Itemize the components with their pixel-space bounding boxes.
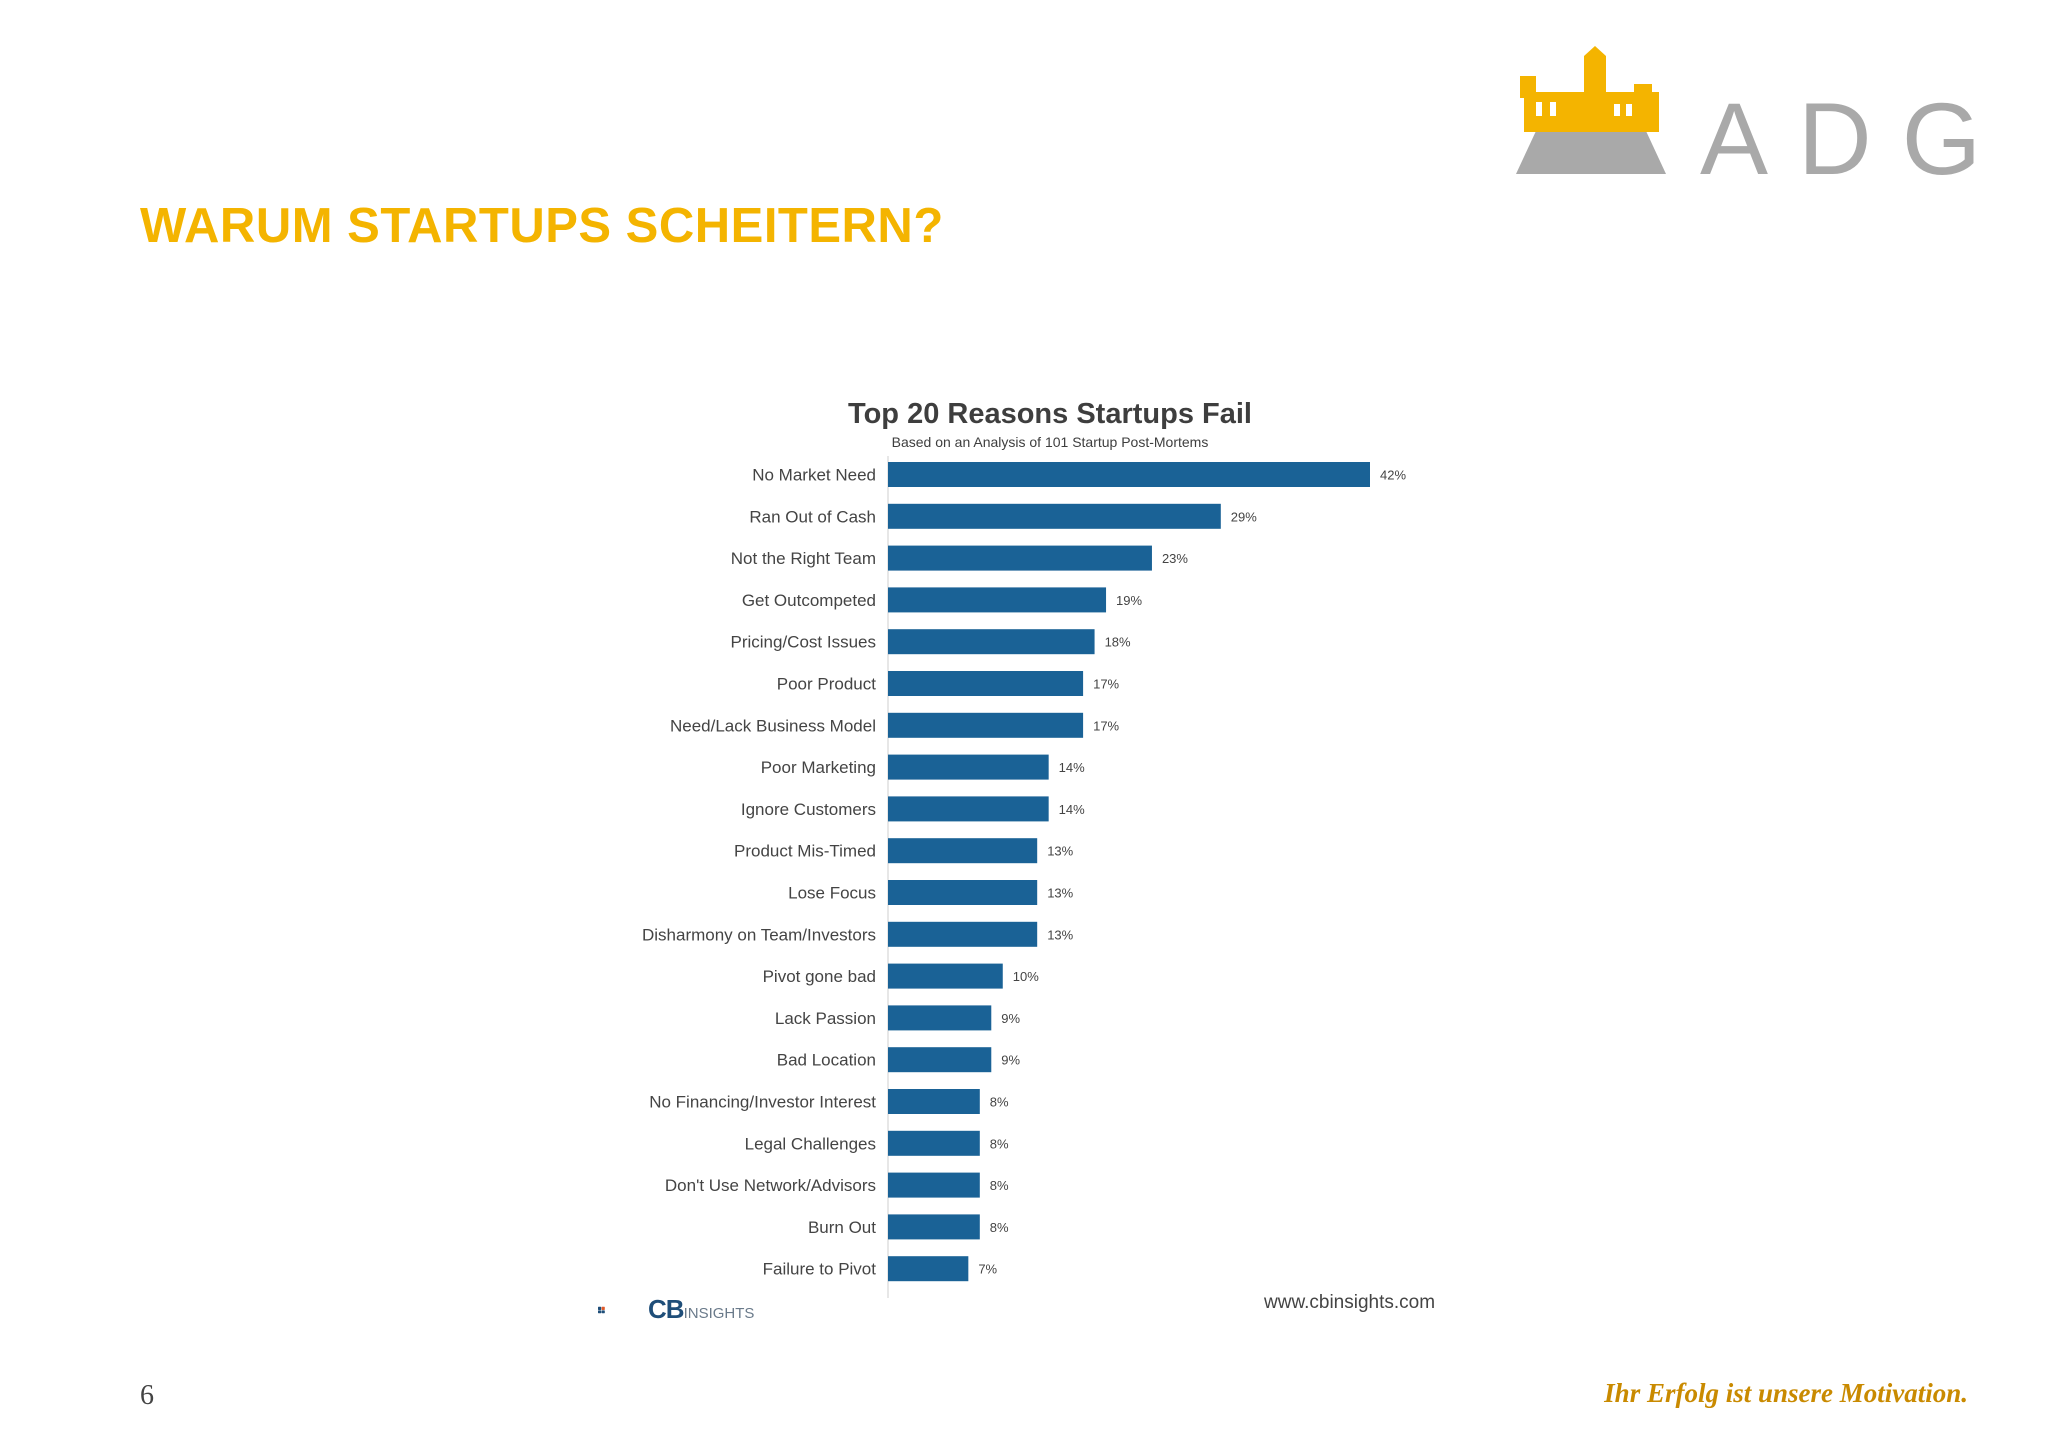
bar [888,1256,969,1282]
bar [888,1130,980,1156]
value-label: 14% [1059,802,1085,817]
bar [888,1047,992,1073]
category-label: Disharmony on Team/Investors [642,925,876,944]
category-label: Ran Out of Cash [749,507,876,526]
bar [888,712,1084,738]
bar [888,1214,980,1240]
castle-icon [1516,46,1666,174]
category-label: No Financing/Investor Interest [649,1093,876,1112]
page-number: 6 [140,1380,154,1411]
cb-brand-sub: INSIGHTS [683,1305,755,1322]
bar [888,629,1095,655]
value-label: 10% [1013,969,1039,984]
value-label: 7% [978,1262,997,1277]
bar [888,671,1084,696]
chart-container: Top 20 Reasons Startups Fail Based on an… [560,380,1540,1340]
category-label: Get Outcompeted [742,591,876,610]
category-label: Failure to Pivot [763,1260,877,1279]
value-label: 9% [1001,1053,1020,1068]
value-label: 9% [1001,1011,1020,1026]
chart-subtitle: Based on an Analysis of 101 Startup Post… [891,434,1209,450]
value-label: 29% [1231,509,1257,524]
category-label: Poor Product [777,675,876,694]
category-label: Pricing/Cost Issues [731,633,877,652]
category-label: Pivot gone bad [763,967,876,986]
bar [888,1005,992,1031]
value-label: 8% [990,1095,1009,1110]
category-label: No Market Need [752,466,876,485]
value-label: 17% [1093,718,1119,733]
category-label: Don't Use Network/Advisors [665,1176,876,1195]
category-label: Legal Challenges [745,1134,876,1153]
bar [888,754,1049,780]
value-label: 13% [1047,927,1073,942]
cb-insights-brand: CBINSIGHTS [648,1294,754,1325]
bar [888,545,1152,571]
category-label: Not the Right Team [731,549,876,568]
bar [888,838,1038,864]
category-label: Burn Out [808,1218,876,1237]
chart-source: www.cbinsights.com [1264,1292,1436,1313]
chart-title: Top 20 Reasons Startups Fail [848,398,1252,430]
adg-logo [1516,46,1666,174]
value-label: 42% [1380,468,1406,483]
category-label: Product Mis-Timed [734,842,876,861]
bar [888,796,1049,822]
bar [888,921,1038,947]
value-label: 19% [1116,593,1142,608]
bar [888,462,1370,487]
value-label: 18% [1105,635,1131,650]
category-label: Poor Marketing [761,758,876,777]
value-label: 13% [1047,844,1073,859]
bar [888,880,1038,905]
category-label: Ignore Customers [741,800,876,819]
value-label: 8% [990,1136,1009,1151]
category-label: Lack Passion [775,1009,876,1028]
logo-text: ADG [1700,82,2012,196]
category-label: Bad Location [777,1051,876,1070]
cb-insights-logo-icon [598,1306,605,1314]
value-label: 23% [1162,551,1188,566]
bar [888,1089,980,1114]
value-label: 13% [1047,886,1073,901]
tagline: Ihr Erfolg ist unsere Motivation. [1604,1378,1968,1408]
slide-title: WARUM STARTUPS SCHEITERN? [140,199,944,253]
bar [888,963,1003,989]
value-label: 8% [990,1178,1009,1193]
cb-brand-main: CB [648,1294,685,1324]
category-label: Lose Focus [788,884,876,903]
value-label: 17% [1093,677,1119,692]
value-label: 8% [990,1220,1009,1235]
bar [888,1172,980,1198]
value-label: 14% [1059,760,1085,775]
bar [888,587,1107,613]
bar-chart: No Market Need 42% Ran Out of Cash 29% Not t… [642,456,1406,1298]
category-label: Need/Lack Business Model [670,716,876,735]
bar [888,503,1221,529]
